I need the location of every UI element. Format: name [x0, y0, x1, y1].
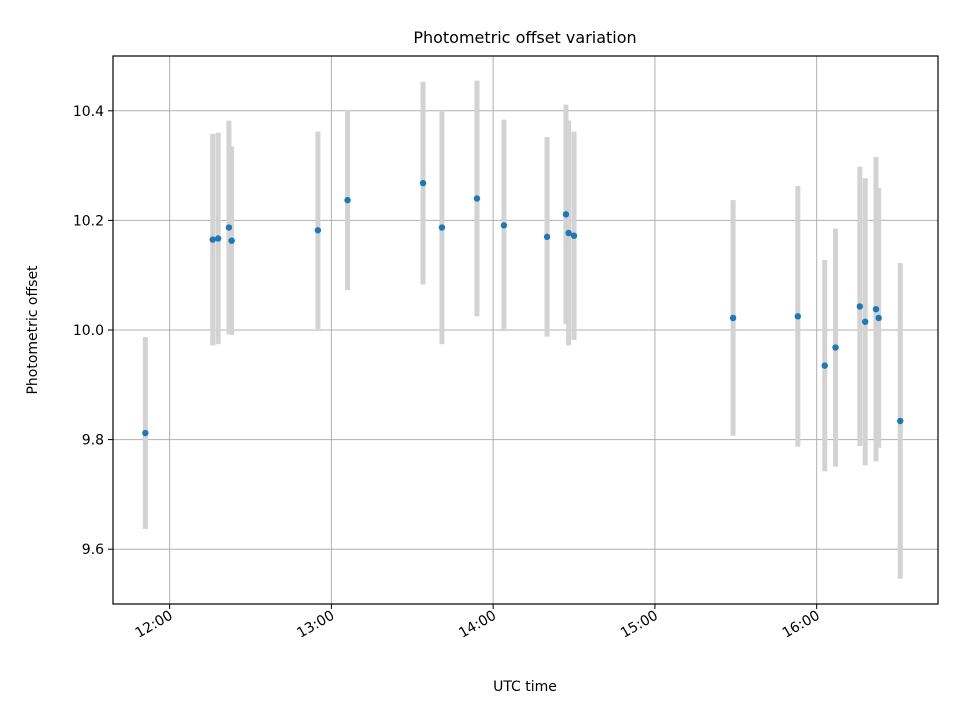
data-point: [419, 179, 427, 187]
data-point: [821, 362, 828, 369]
data-point: [500, 222, 508, 229]
data-point: [142, 429, 149, 437]
data-point: [543, 233, 551, 241]
data-point: [214, 235, 222, 242]
grid-lines: [113, 56, 938, 604]
data-point: [565, 229, 572, 237]
y-tick-label: 10.2: [73, 213, 104, 229]
y-tick-label: 9.8: [82, 433, 104, 449]
data-point: [729, 314, 737, 322]
data-point: [473, 195, 481, 202]
data-point: [897, 417, 904, 425]
data-point: [438, 224, 446, 231]
data-point: [209, 236, 216, 243]
data-point: [875, 314, 882, 322]
data-point: [856, 303, 864, 310]
chart-title: Photometric offset variation: [413, 28, 636, 47]
y-tick-label: 9.6: [82, 542, 104, 558]
data-point: [862, 318, 869, 325]
data-points: [142, 179, 904, 437]
data-point: [314, 227, 322, 234]
data-point: [228, 237, 235, 244]
y-axis-ticks: 9.6 9.8 10.0 10.2 10.4: [73, 104, 113, 558]
data-point: [344, 196, 351, 204]
data-point: [570, 232, 578, 239]
x-axis-label: UTC time: [493, 679, 557, 695]
data-point: [225, 224, 233, 231]
data-point: [832, 344, 839, 351]
y-tick-label: 10.0: [73, 323, 104, 339]
y-axis-label: Photometric offset: [25, 265, 41, 395]
data-point: [794, 313, 802, 320]
data-point: [872, 305, 880, 313]
data-point: [562, 211, 570, 218]
y-tick-label: 10.4: [73, 104, 104, 120]
